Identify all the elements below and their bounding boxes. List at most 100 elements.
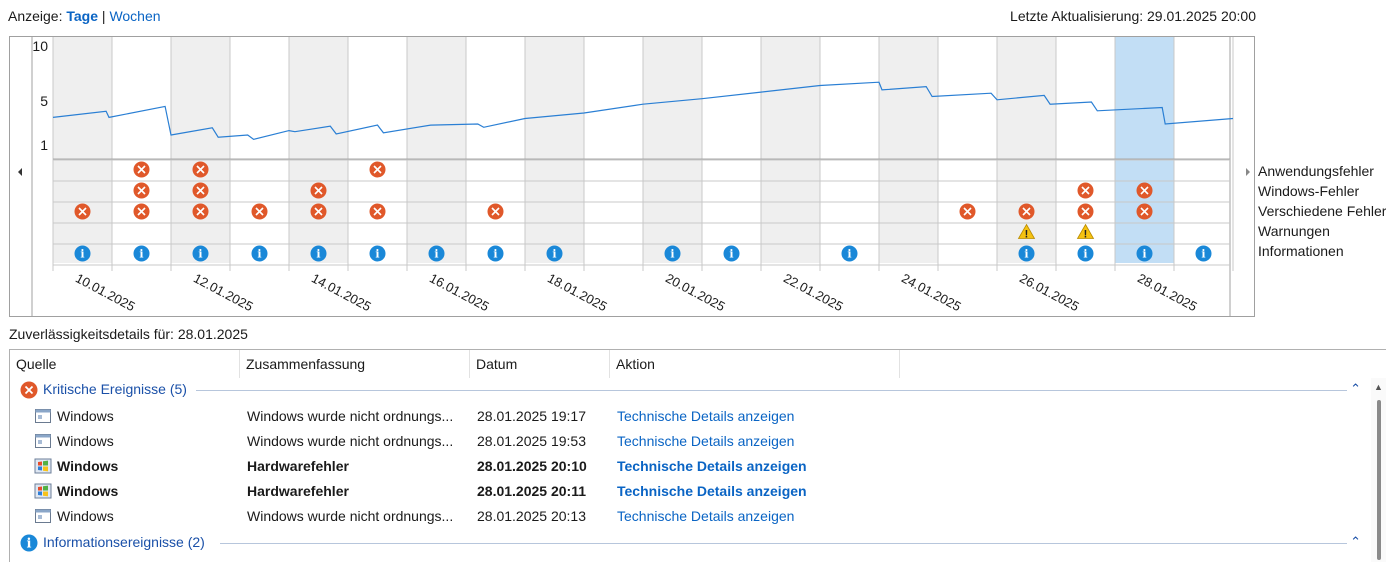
- view-weeks-link[interactable]: Wochen: [109, 8, 161, 24]
- info-mark: i: [257, 248, 261, 261]
- day-column[interactable]: [879, 37, 938, 263]
- windows-error-icon[interactable]: [192, 182, 209, 199]
- scroll-left-arrow-icon[interactable]: [18, 168, 22, 176]
- table-row[interactable]: Windows Hardwarefehler 28.01.2025 20:11 Tec…: [10, 479, 1370, 504]
- error-cross: [255, 207, 264, 216]
- day-column[interactable]: [171, 37, 230, 263]
- info-icon[interactable]: i: [546, 245, 563, 262]
- info-icon[interactable]: i: [133, 245, 150, 262]
- info-icon[interactable]: i: [369, 245, 386, 262]
- column-header-zusammenfassung[interactable]: Zusammenfassung: [240, 350, 470, 378]
- info-icon[interactable]: i: [487, 245, 504, 262]
- collapse-chevron-icon[interactable]: ⌃: [1350, 534, 1361, 549]
- group-title[interactable]: Kritische Ereignisse (5): [43, 381, 187, 397]
- group-header[interactable]: i Informationsereignisse (2) ⌃: [10, 531, 1386, 555]
- info-mark: i: [847, 248, 851, 261]
- info-icon[interactable]: i: [310, 245, 327, 262]
- info-icon[interactable]: i: [1195, 245, 1212, 262]
- warning-triangle: [1017, 223, 1036, 239]
- error-cross: [373, 207, 382, 216]
- legend-entry: Windows-Fehler: [1258, 183, 1360, 199]
- application-error-icon[interactable]: [192, 161, 209, 178]
- misc-error-icon[interactable]: [487, 203, 504, 220]
- misc-error-icon[interactable]: [251, 203, 268, 220]
- vertical-scrollbar[interactable]: ▲: [1371, 378, 1386, 562]
- application-error-icon[interactable]: [369, 161, 386, 178]
- view-days-link[interactable]: Tage: [66, 8, 99, 24]
- table-row[interactable]: Windows Hardwarefehler 28.01.2025 20:10 Tec…: [10, 454, 1370, 479]
- info-mark: i: [434, 248, 438, 261]
- reliability-chart[interactable]: 10 5 1!! i i i i i i i i i i i i i i i i 10.01.2025 12.01.20…: [9, 36, 1255, 317]
- misc-error-icon[interactable]: [310, 203, 327, 220]
- misc-error-icon[interactable]: [1136, 203, 1153, 220]
- info-icon[interactable]: i: [428, 245, 445, 262]
- day-column[interactable]: [761, 37, 820, 263]
- scrollbar-thumb[interactable]: [1377, 400, 1381, 560]
- chart-nav-left[interactable]: [10, 37, 32, 316]
- column-header-datum[interactable]: Datum: [470, 350, 610, 378]
- svg-text:i: i: [27, 537, 32, 552]
- cell-action[interactable]: Technische Details anzeigen: [617, 433, 795, 449]
- info-icon[interactable]: i: [192, 245, 209, 262]
- day-column[interactable]: [53, 37, 112, 263]
- windows-error-icon[interactable]: [1136, 182, 1153, 199]
- info-icon[interactable]: i: [74, 245, 91, 262]
- day-column[interactable]: [289, 37, 348, 263]
- table-row[interactable]: Windows Windows wurde nicht ordnungs... 28…: [10, 404, 1370, 429]
- misc-error-icon[interactable]: [133, 203, 150, 220]
- y-tick-label: 10: [32, 38, 48, 54]
- cell-action[interactable]: Technische Details anzeigen: [617, 483, 807, 499]
- info-icon[interactable]: i: [1077, 245, 1094, 262]
- warning-icon[interactable]: !: [1017, 223, 1036, 241]
- error-cross: [196, 165, 205, 174]
- table-row[interactable]: Windows Windows wurde nicht ordnungs... 28…: [10, 504, 1370, 529]
- day-column[interactable]: [407, 37, 466, 263]
- scroll-right-arrow-icon[interactable]: [1246, 168, 1250, 176]
- column-header-aktion[interactable]: Aktion: [610, 350, 900, 378]
- info-icon[interactable]: i: [664, 245, 681, 262]
- cell-action[interactable]: Technische Details anzeigen: [617, 508, 795, 524]
- windows-error-icon[interactable]: [1077, 182, 1094, 199]
- error-cross: [196, 207, 205, 216]
- misc-error-icon[interactable]: [74, 203, 91, 220]
- details-title: Zuverlässigkeitsdetails für: 28.01.2025: [9, 326, 248, 342]
- day-column[interactable]: [1115, 37, 1174, 263]
- misc-error-icon[interactable]: [192, 203, 209, 220]
- day-column[interactable]: [525, 37, 584, 263]
- windows-error-icon[interactable]: [310, 182, 327, 199]
- info-icon[interactable]: i: [723, 245, 740, 262]
- sort-arrow-icon: ^: [540, 349, 546, 356]
- misc-error-icon[interactable]: [369, 203, 386, 220]
- column-header-quelle[interactable]: Quelle: [10, 350, 240, 378]
- day-column[interactable]: [643, 37, 702, 263]
- misc-error-icon[interactable]: [1018, 203, 1035, 220]
- info-circle: [310, 245, 327, 262]
- info-circle: [546, 245, 563, 262]
- info-icon[interactable]: i: [251, 245, 268, 262]
- application-error-icon[interactable]: [133, 161, 150, 178]
- group-header[interactable]: Kritische Ereignisse (5) ⌃: [10, 378, 1386, 402]
- misc-error-icon[interactable]: [959, 203, 976, 220]
- cell-action[interactable]: Technische Details anzeigen: [617, 408, 795, 424]
- info-circle: [1077, 245, 1094, 262]
- group-title[interactable]: Informationsereignisse (2): [43, 534, 205, 550]
- info-icon[interactable]: i: [1136, 245, 1153, 262]
- x-tick-label: 18.01.2025: [545, 270, 610, 314]
- view-separator: |: [101, 8, 106, 24]
- scroll-up-arrow-icon[interactable]: ▲: [1374, 382, 1383, 392]
- collapse-chevron-icon[interactable]: ⌃: [1350, 381, 1361, 396]
- info-mark: i: [1142, 248, 1146, 261]
- last-update-label: Letzte Aktualisierung: 29.01.2025 20:00: [1010, 8, 1256, 24]
- windows-error-icon[interactable]: [133, 182, 150, 199]
- misc-error-icon[interactable]: [1077, 203, 1094, 220]
- windows-logo-icon: [34, 482, 52, 500]
- cell-action[interactable]: Technische Details anzeigen: [617, 458, 807, 474]
- info-icon[interactable]: i: [1018, 245, 1035, 262]
- error-cross: [1140, 186, 1149, 195]
- table-row[interactable]: Windows Windows wurde nicht ordnungs... 28…: [10, 429, 1370, 454]
- warning-icon[interactable]: !: [1076, 223, 1095, 241]
- stability-index-line: [52, 81, 1234, 141]
- cell-source: Windows: [57, 458, 119, 474]
- info-icon[interactable]: i: [841, 245, 858, 262]
